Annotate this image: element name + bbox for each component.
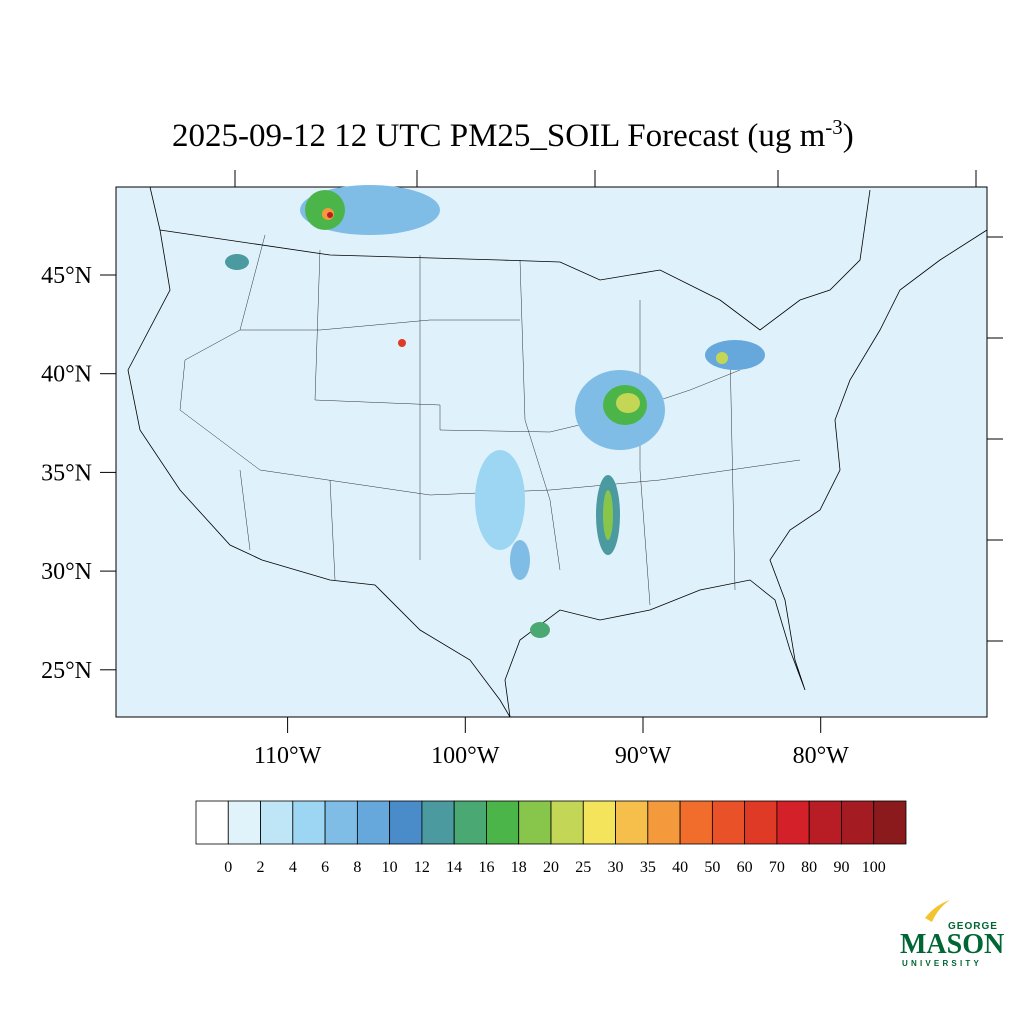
colorbar-label: 100	[862, 859, 886, 876]
colorbar-box	[647, 800, 681, 845]
colorbar-box	[486, 800, 520, 845]
colorbar-label: 12	[414, 859, 430, 876]
colorbar-box	[260, 800, 294, 845]
colorbar-box	[776, 800, 810, 845]
colorbar-box	[711, 800, 746, 845]
colorbar-box	[582, 800, 616, 845]
state-borders	[179, 234, 801, 606]
title-text: 2025-09-12 12 UTC PM25_SOIL Forecast (ug…	[172, 118, 826, 154]
colorbar-box	[518, 800, 552, 845]
lat-label: 30°N	[41, 559, 92, 585]
colorbar-label: 25	[575, 859, 591, 876]
lat-label: 25°N	[41, 658, 92, 684]
colorbar-box	[841, 800, 875, 845]
lat-label: 45°N	[41, 263, 92, 289]
title-close: )	[843, 118, 854, 154]
colorbar-label: 0	[224, 859, 232, 876]
logo-bottom: UNIVERSITY	[902, 959, 982, 968]
colorbar-label: 70	[769, 859, 785, 876]
colorbar-box	[389, 800, 423, 845]
colorbar-label: 18	[511, 859, 527, 876]
colorbar-label: 50	[704, 859, 720, 876]
logo: GEORGE MASON UNIVERSITY	[900, 900, 1004, 968]
colorbar-label: 20	[543, 859, 559, 876]
colorbar-box	[744, 800, 778, 845]
lat-label: 40°N	[41, 362, 92, 388]
colorbar-box	[453, 800, 487, 845]
colorbar-box	[615, 800, 649, 845]
colorbar-box	[356, 800, 391, 845]
colorbar-label: 16	[478, 859, 494, 876]
coastlines	[127, 186, 988, 718]
colorbar-label: 6	[321, 859, 329, 876]
colorbar-label: 90	[833, 859, 849, 876]
colorbar-box	[679, 800, 713, 845]
colorbar-label: 60	[737, 859, 753, 876]
colorbar-label: 10	[382, 859, 398, 876]
colorbar-box	[550, 800, 584, 845]
colorbar-label: 35	[640, 859, 656, 876]
colorbar-box	[808, 800, 842, 845]
lon-label: 80°W	[793, 743, 850, 769]
title: 2025-09-12 12 UTC PM25_SOIL Forecast (ug…	[172, 115, 854, 154]
lon-label: 100°W	[431, 743, 500, 769]
title-superscript: -3	[825, 115, 843, 139]
colorbar-label: 8	[353, 859, 361, 876]
map-panel	[115, 170, 1003, 718]
colorbar-label: 2	[257, 859, 265, 876]
colorbar-box	[873, 800, 907, 845]
lat-label: 35°N	[41, 460, 92, 486]
colorbar-label: 80	[801, 859, 817, 876]
map-frame	[115, 186, 988, 718]
colorbar-label: 40	[672, 859, 688, 876]
logo-top: GEORGE	[948, 921, 998, 932]
colorbar-box	[292, 800, 326, 845]
concentration-field	[225, 185, 765, 638]
colorbar-box	[195, 800, 229, 845]
colorbar-label: 14	[446, 859, 462, 876]
colorbar-label: 30	[608, 859, 624, 876]
frame-ticks	[234, 170, 1003, 642]
colorbar-label: 4	[289, 859, 297, 876]
lon-label: 110°W	[254, 743, 322, 769]
lon-label: 90°W	[615, 743, 672, 769]
colorbar-box	[227, 800, 261, 845]
logo-main: MASON	[900, 929, 1004, 960]
colorbar-box	[421, 800, 455, 845]
colorbar-box	[324, 800, 358, 845]
